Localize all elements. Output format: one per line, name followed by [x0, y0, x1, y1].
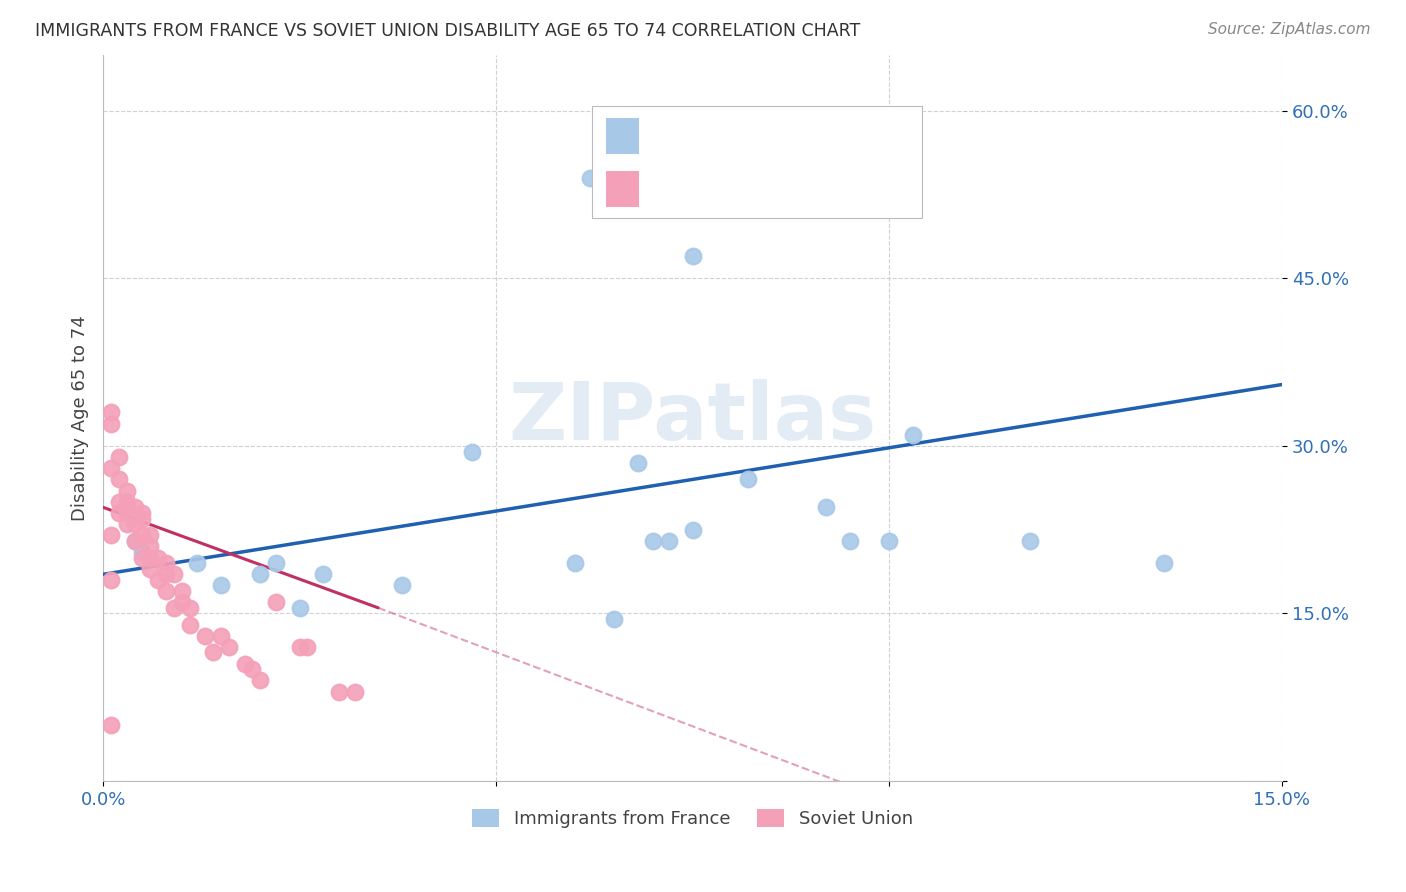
Point [186, 556, 208, 570]
Point [170, 584, 193, 599]
Point [815, 500, 838, 515]
Point [643, 533, 665, 548]
Point [626, 456, 648, 470]
Text: ZIPatlas: ZIPatlas [509, 379, 877, 457]
Point [131, 545, 153, 559]
Point [163, 600, 186, 615]
Point [155, 584, 177, 599]
Y-axis label: Disability Age 65 to 74: Disability Age 65 to 74 [72, 315, 89, 521]
Text: Source: ZipAtlas.com: Source: ZipAtlas.com [1208, 22, 1371, 37]
Point [163, 567, 186, 582]
Point [297, 640, 319, 654]
Point [131, 506, 153, 520]
Point [249, 567, 271, 582]
Point [288, 600, 311, 615]
Point [737, 472, 759, 486]
Point [179, 617, 201, 632]
Point [838, 533, 860, 548]
Point [218, 640, 240, 654]
Point [264, 595, 287, 609]
Point [131, 528, 153, 542]
Point [901, 427, 924, 442]
Point [115, 495, 138, 509]
Point [179, 600, 201, 615]
Point [124, 517, 146, 532]
Point [202, 645, 225, 659]
Point [233, 657, 256, 671]
Point [146, 573, 169, 587]
Point [124, 500, 146, 515]
Point [100, 405, 122, 419]
Point [328, 684, 350, 698]
Point [131, 511, 153, 525]
Point [682, 249, 704, 263]
Point [146, 550, 169, 565]
Point [461, 444, 484, 458]
Point [139, 562, 162, 576]
Point [100, 718, 122, 732]
Point [194, 629, 217, 643]
Point [108, 472, 131, 486]
Point [100, 417, 122, 431]
Point [209, 629, 232, 643]
Point [124, 533, 146, 548]
Point [124, 533, 146, 548]
Point [288, 640, 311, 654]
Point [139, 528, 162, 542]
Point [139, 540, 162, 554]
Point [343, 684, 366, 698]
Point [1019, 533, 1042, 548]
Legend: Immigrants from France, Soviet Union: Immigrants from France, Soviet Union [465, 802, 920, 835]
Point [170, 595, 193, 609]
Point [249, 673, 271, 688]
Text: IMMIGRANTS FROM FRANCE VS SOVIET UNION DISABILITY AGE 65 TO 74 CORRELATION CHART: IMMIGRANTS FROM FRANCE VS SOVIET UNION D… [35, 22, 860, 40]
Point [1153, 556, 1175, 570]
Point [139, 550, 162, 565]
Point [115, 506, 138, 520]
Point [155, 556, 177, 570]
Point [264, 556, 287, 570]
Point [658, 533, 681, 548]
Point [115, 483, 138, 498]
Point [391, 578, 413, 592]
Point [877, 533, 900, 548]
Point [312, 567, 335, 582]
Point [209, 578, 232, 592]
Point [682, 523, 704, 537]
Point [579, 171, 602, 186]
Point [115, 517, 138, 532]
Point [155, 567, 177, 582]
Point [100, 573, 122, 587]
Point [100, 461, 122, 475]
Point [603, 612, 626, 626]
Point [100, 528, 122, 542]
Point [131, 550, 153, 565]
Point [564, 556, 586, 570]
Point [108, 506, 131, 520]
Point [108, 450, 131, 464]
Point [108, 495, 131, 509]
Point [242, 662, 264, 676]
